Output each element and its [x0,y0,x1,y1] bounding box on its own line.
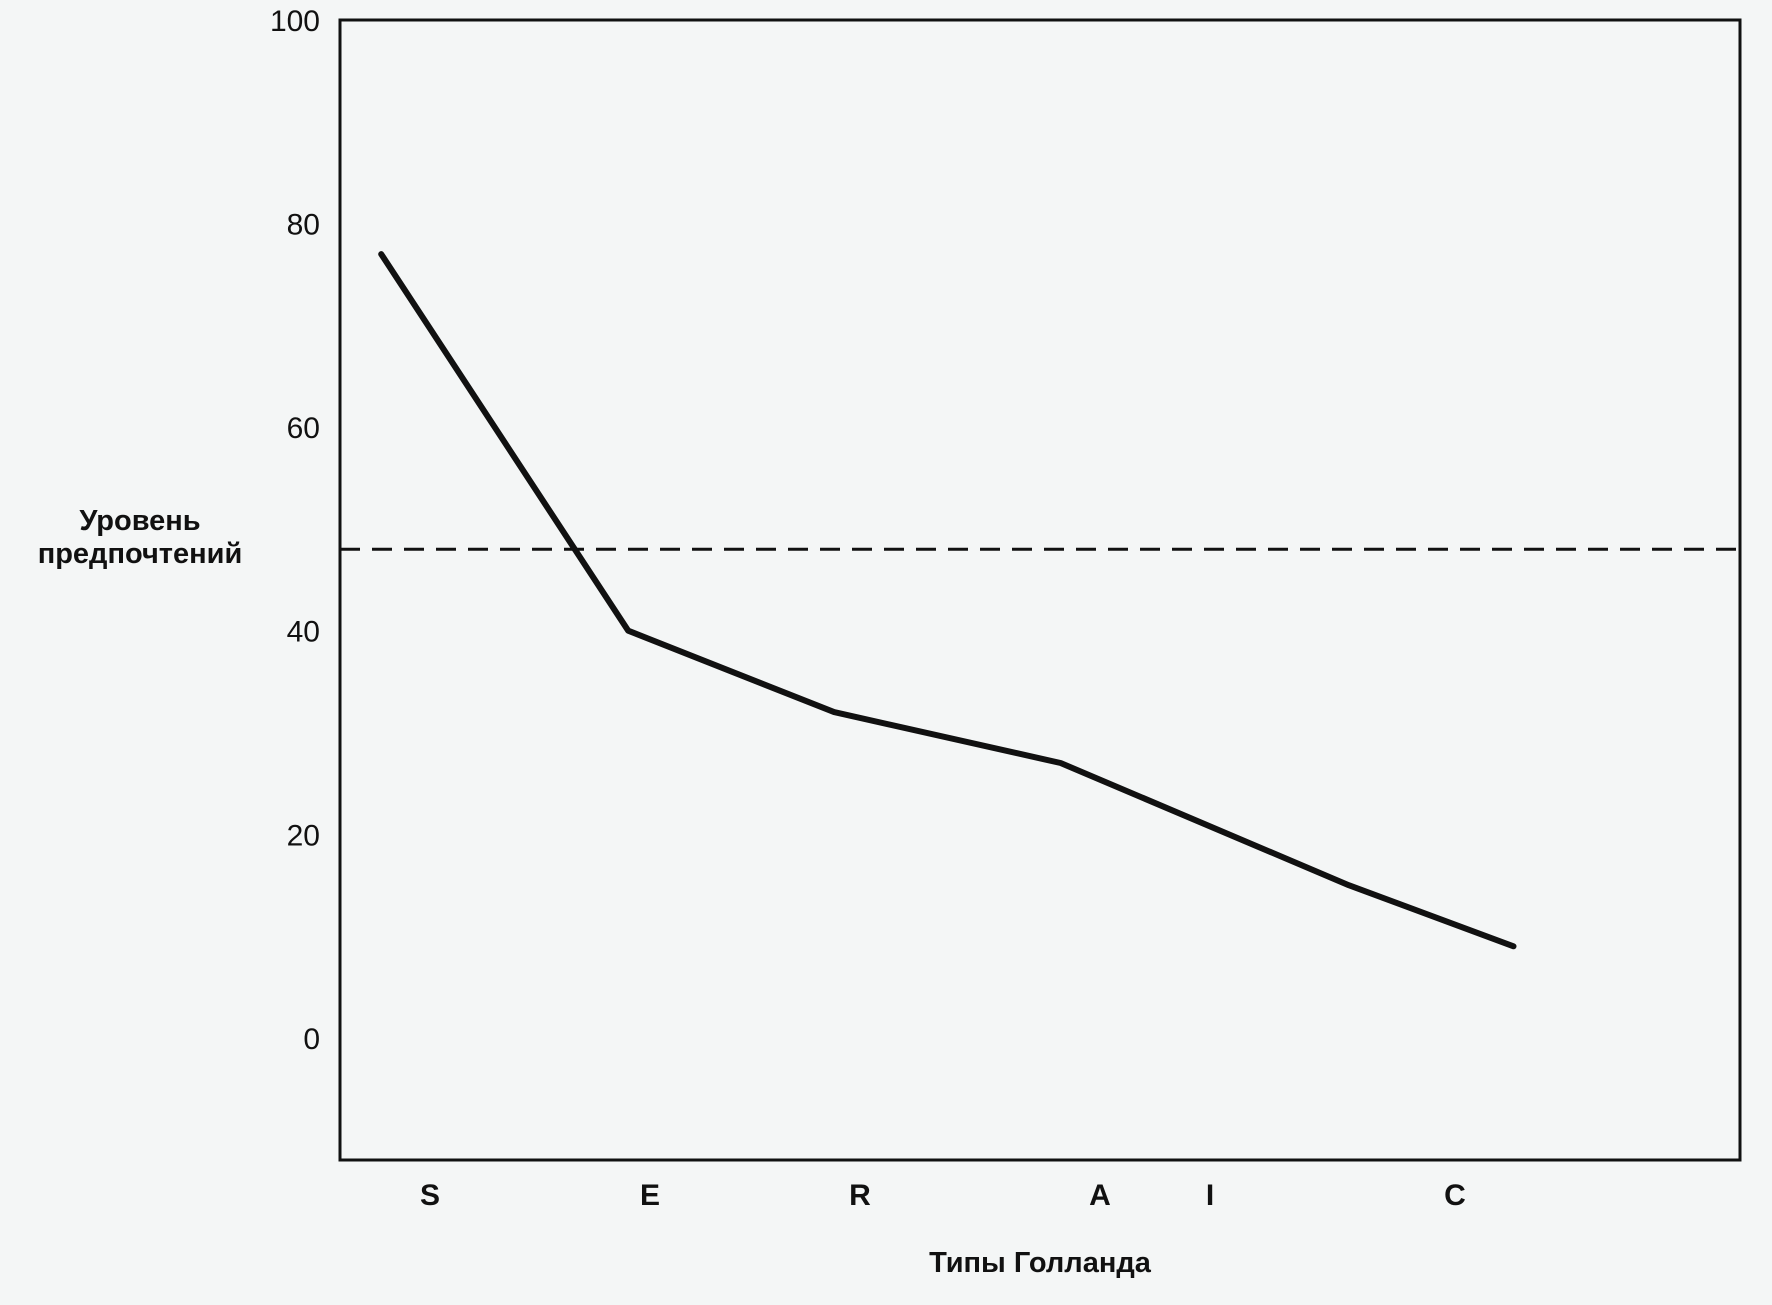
x-axis-title: Типы Голланда [929,1247,1152,1279]
x-tick-label: I [1206,1179,1214,1212]
y-axis-title-line-1: Уровень [79,505,200,537]
y-axis-ticks: 0 20 40 60 80 100 [270,5,320,1056]
y-tick-label: 0 [303,1023,320,1056]
y-tick-label: 80 [287,209,320,242]
x-tick-label: E [640,1179,660,1212]
y-axis-title-line-2: предпочтений [38,538,243,570]
y-tick-label: 20 [287,819,320,852]
plot-frame [338,18,1742,1162]
y-tick-label: 40 [287,616,320,649]
x-tick-label: C [1444,1179,1466,1212]
y-tick-label: 60 [287,412,320,445]
series-line [378,251,1517,950]
x-tick-label: R [849,1179,871,1212]
y-tick-label: 100 [270,5,320,38]
x-tick-label: A [1089,1179,1111,1212]
x-tick-label: S [420,1179,440,1212]
